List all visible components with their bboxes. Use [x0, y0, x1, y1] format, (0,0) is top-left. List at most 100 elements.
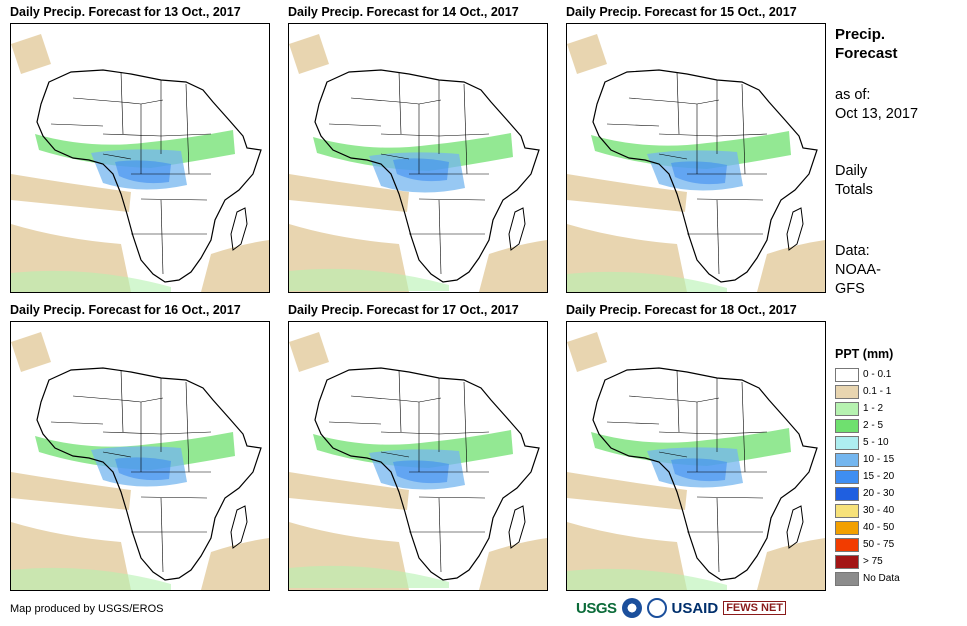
legend-swatch	[835, 554, 859, 569]
legend-label: 15 - 20	[863, 471, 895, 482]
legend-swatch	[835, 401, 859, 416]
country-border	[350, 97, 442, 105]
dry-area-shape	[567, 472, 687, 510]
rainfall-area-shape	[11, 567, 171, 590]
legend-swatch	[835, 503, 859, 518]
sidebar-title: Precip. Forecast	[835, 26, 898, 62]
madagascar-outline	[786, 207, 804, 251]
daily-totals-note: Daily Totals	[835, 163, 873, 198]
legend-item: 50 - 75	[835, 536, 900, 553]
dry-area-shape	[479, 240, 547, 292]
legend-label: 2 - 5	[863, 420, 884, 431]
country-border	[676, 71, 680, 135]
country-border	[102, 153, 132, 160]
usgs-logo: USGS	[576, 599, 617, 617]
legend-label: 0 - 0.1	[863, 369, 892, 380]
legend-label: 1 - 2	[863, 403, 884, 414]
rainfall-area-shape	[35, 130, 235, 168]
country-border	[160, 199, 164, 275]
country-border	[676, 369, 680, 433]
legend-label: 50 - 75	[863, 539, 895, 550]
africa-coastline	[36, 367, 262, 581]
madagascar-outline	[508, 207, 526, 251]
country-border	[716, 199, 720, 275]
dry-area-shape	[567, 34, 607, 74]
legend-swatch	[835, 469, 859, 484]
legend-swatch	[835, 537, 859, 552]
country-border	[380, 451, 410, 458]
dry-area-shape	[567, 174, 687, 212]
africa-coastline	[592, 367, 818, 581]
country-border	[102, 431, 212, 435]
madagascar-outline	[508, 505, 526, 549]
rainfall-area-shape	[591, 428, 791, 466]
country-border	[72, 97, 164, 105]
country-border	[658, 431, 768, 435]
dry-area-shape	[479, 538, 547, 590]
legend-swatch	[835, 486, 859, 501]
legend-title: PPT (mm)	[835, 347, 894, 361]
forecast-map	[288, 23, 548, 293]
country-border	[628, 97, 720, 105]
country-border	[658, 153, 688, 160]
country-border	[140, 496, 208, 499]
dry-area-shape	[11, 332, 51, 372]
panel-title: Daily Precip. Forecast for 17 Oct., 2017	[288, 303, 519, 317]
country-border	[696, 496, 764, 499]
dry-area-shape	[567, 332, 607, 372]
forecast-map	[566, 23, 826, 293]
legend-label: 10 - 15	[863, 454, 895, 465]
legend-swatch	[835, 435, 859, 450]
usaid-logo: USAID	[671, 599, 719, 617]
legend-item: 20 - 30	[835, 485, 900, 502]
country-border	[463, 83, 468, 175]
legend-swatch	[835, 418, 859, 433]
country-border	[72, 395, 164, 403]
panel-title: Daily Precip. Forecast for 14 Oct., 2017	[288, 5, 519, 19]
fewsnet-logo: FEWS NET	[723, 601, 787, 615]
map-credit: Map produced by USGS/EROS	[10, 603, 164, 615]
legend-item: 10 - 15	[835, 451, 900, 468]
dry-area-shape	[289, 174, 409, 212]
rainfall-area-shape	[289, 268, 449, 291]
panel-title: Daily Precip. Forecast for 15 Oct., 2017	[566, 5, 797, 19]
rainfall-area-shape	[393, 158, 449, 182]
forecast-map	[10, 23, 270, 293]
legend-label: 30 - 40	[863, 505, 895, 516]
country-border	[160, 497, 164, 573]
legend-label: 40 - 50	[863, 522, 895, 533]
as-of-date: as of: Oct 13, 2017	[835, 87, 919, 122]
country-border	[380, 133, 490, 137]
country-border	[102, 133, 212, 137]
legend-item: 30 - 40	[835, 502, 900, 519]
legend-swatch	[835, 367, 859, 382]
country-border	[741, 381, 746, 473]
country-border	[398, 71, 402, 135]
country-border	[658, 451, 688, 458]
country-border	[328, 421, 382, 425]
partner-logos: USGS USAID FEWS NET	[576, 596, 787, 620]
country-border	[463, 381, 468, 473]
madagascar-outline	[230, 505, 248, 549]
madagascar-outline	[786, 505, 804, 549]
legend-item: 0 - 0.1	[835, 366, 900, 383]
rainfall-area-shape	[567, 568, 727, 590]
panel-title: Daily Precip. Forecast for 18 Oct., 2017	[566, 303, 797, 317]
legend-item: > 75	[835, 553, 900, 570]
rainfall-area-shape	[313, 430, 513, 468]
panel-title: Daily Precip. Forecast for 16 Oct., 2017	[10, 303, 241, 317]
legend-label: 0.1 - 1	[863, 386, 892, 397]
country-border	[50, 123, 104, 127]
country-border	[120, 71, 124, 135]
legend-item: 15 - 20	[835, 468, 900, 485]
madagascar-outline	[230, 207, 248, 251]
country-border	[741, 83, 746, 175]
country-border	[438, 199, 442, 275]
legend-item: No Data	[835, 570, 900, 587]
rainfall-area-shape	[671, 161, 727, 185]
dry-area-shape	[201, 240, 269, 292]
forecast-map	[10, 321, 270, 591]
noaa-logo-icon	[621, 598, 642, 618]
dry-area-shape	[757, 240, 825, 292]
legend-swatch	[835, 452, 859, 467]
